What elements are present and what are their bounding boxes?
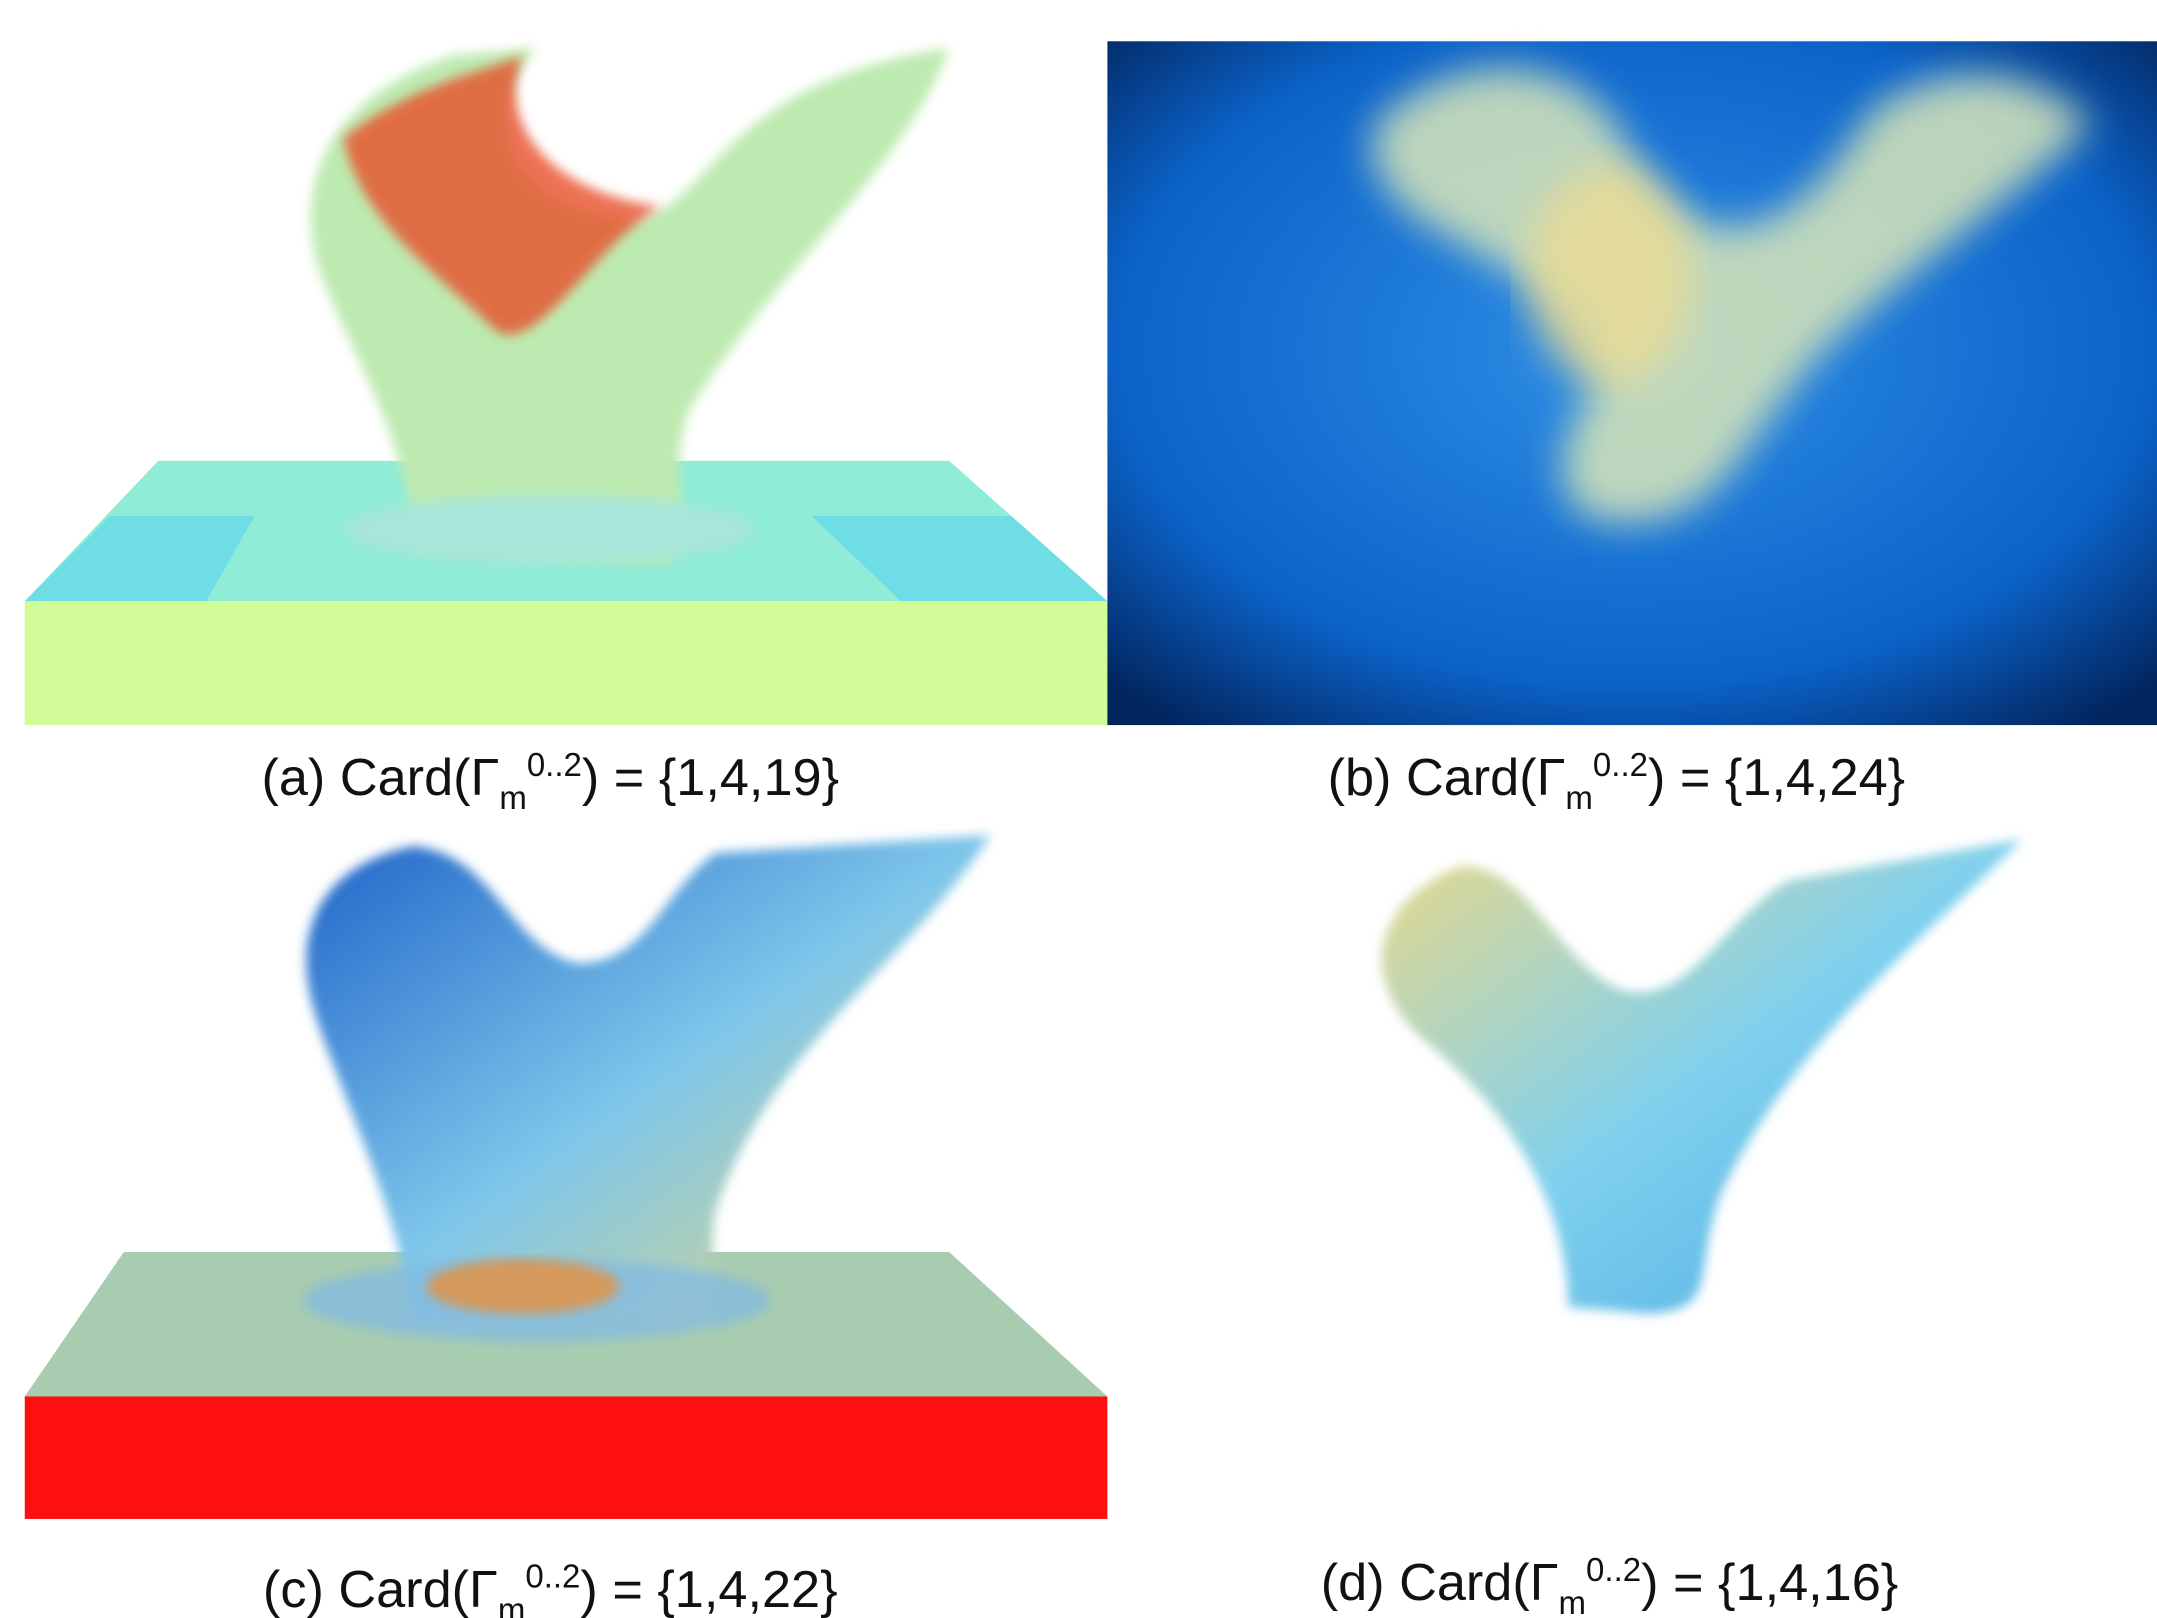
panel-d-image — [1382, 839, 2022, 1314]
panel-a-image — [25, 41, 1108, 725]
caption-text: (d) Card(Γ — [1321, 1554, 1559, 1612]
caption-superscript: 0..2 — [525, 1558, 580, 1595]
caption-superscript: 0..2 — [1593, 746, 1648, 783]
panel-c-image — [25, 835, 1108, 1519]
caption-superscript: 0..2 — [1586, 1551, 1641, 1588]
caption-a: (a) Card(Γm0..2) = {1,4,19} — [261, 746, 839, 816]
page: (a) Card(Γm0..2) = {1,4,19} (b) Card(Γm0… — [0, 0, 2157, 1618]
caption-text: ) = {1,4,22} — [580, 1561, 837, 1618]
caption-text: (a) Card(Γ — [261, 749, 499, 807]
caption-subscript: m — [1559, 1584, 1586, 1618]
figure: (a) Card(Γm0..2) = {1,4,19} (b) Card(Γm0… — [0, 0, 2157, 1618]
panel-b-image — [1107, 41, 2157, 725]
caption-text: (b) Card(Γ — [1328, 749, 1566, 807]
caption-subscript: m — [499, 779, 526, 816]
caption-text: ) = {1,4,16} — [1641, 1554, 1898, 1612]
caption-b: (b) Card(Γm0..2) = {1,4,24} — [1328, 746, 1906, 816]
caption-text: ) = {1,4,19} — [582, 749, 839, 807]
caption-subscript: m — [498, 1591, 525, 1618]
caption-text: ) = {1,4,24} — [1648, 749, 1905, 807]
caption-subscript: m — [1565, 779, 1592, 816]
caption-superscript: 0..2 — [527, 746, 582, 783]
caption-text: (c) Card(Γ — [263, 1561, 498, 1618]
caption-d: (d) Card(Γm0..2) = {1,4,16} — [1321, 1551, 1899, 1618]
caption-c: (c) Card(Γm0..2) = {1,4,22} — [263, 1558, 838, 1618]
